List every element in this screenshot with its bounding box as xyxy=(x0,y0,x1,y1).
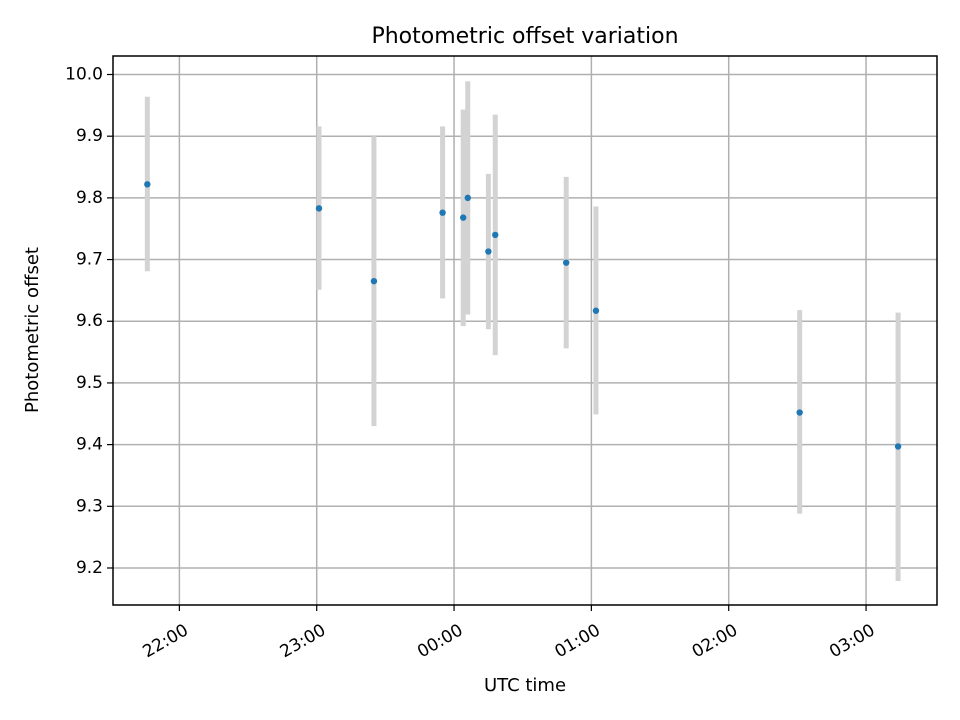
chart-title: Photometric offset variation xyxy=(371,24,678,49)
y-tick-label: 9.9 xyxy=(76,126,103,146)
data-point xyxy=(485,248,492,255)
data-point xyxy=(439,209,446,216)
data-point xyxy=(460,214,467,221)
y-axis-label: Photometric offset xyxy=(22,247,43,413)
data-point xyxy=(370,277,378,285)
y-tick-label: 9.7 xyxy=(76,250,103,270)
y-tick-label: 9.6 xyxy=(76,311,103,331)
data-point xyxy=(894,443,902,450)
y-tick-label: 9.5 xyxy=(76,373,103,393)
y-tick-label: 9.4 xyxy=(76,435,103,455)
y-tick-label: 9.8 xyxy=(76,188,103,208)
data-point xyxy=(492,231,499,239)
data-point xyxy=(315,205,323,212)
data-point xyxy=(464,194,471,202)
y-tick-label: 10.0 xyxy=(65,65,103,85)
grid xyxy=(113,56,937,605)
data-points xyxy=(144,181,902,450)
y-tick-label: 9.3 xyxy=(76,496,103,516)
data-point xyxy=(144,181,151,188)
data-point xyxy=(563,259,570,266)
x-axis-label: UTC time xyxy=(484,675,566,696)
data-point xyxy=(796,409,803,416)
y-axis-ticks: 9.2 9.3 9.4 9.5 9.6 9.7 9.8 9.9 10.0 xyxy=(65,65,113,578)
data-point xyxy=(592,307,600,314)
plot-frame xyxy=(112,55,938,606)
y-tick-label: 9.2 xyxy=(76,558,103,578)
